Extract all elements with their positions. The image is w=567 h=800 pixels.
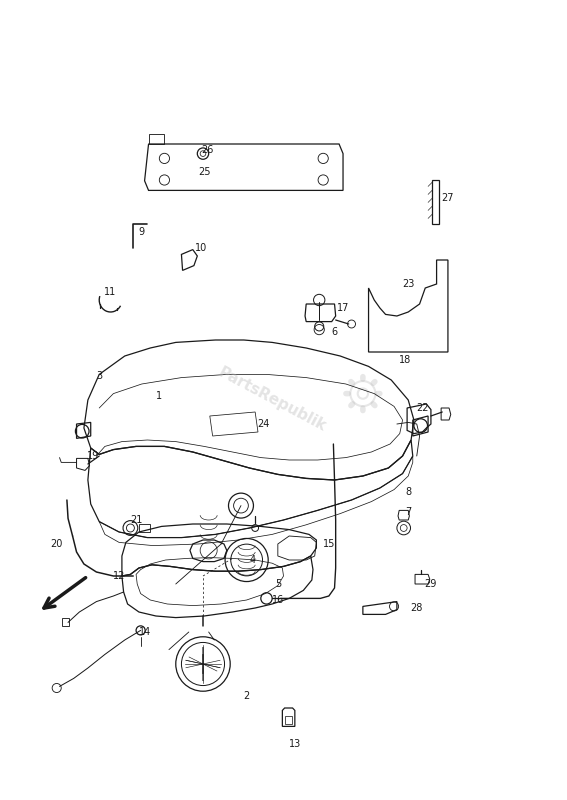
Text: 2: 2: [243, 691, 250, 701]
Text: 7: 7: [405, 507, 412, 517]
Text: 17: 17: [337, 303, 349, 313]
Text: 26: 26: [201, 146, 213, 155]
Text: 15: 15: [323, 539, 335, 549]
FancyArrowPatch shape: [351, 404, 353, 406]
Text: 11: 11: [104, 287, 117, 297]
Text: 29: 29: [425, 579, 437, 589]
Text: PartsRepublik: PartsRepublik: [215, 365, 329, 435]
Text: 13: 13: [289, 739, 301, 749]
Text: 25: 25: [198, 167, 210, 177]
FancyArrowPatch shape: [351, 382, 353, 383]
Text: 3: 3: [96, 371, 102, 381]
Text: 1: 1: [156, 391, 162, 401]
Text: 9: 9: [139, 227, 145, 237]
Text: 8: 8: [405, 487, 411, 497]
Text: 12: 12: [113, 571, 125, 581]
Text: 22: 22: [416, 403, 429, 413]
FancyArrowPatch shape: [373, 404, 375, 406]
Text: 27: 27: [442, 194, 454, 203]
Text: 10: 10: [195, 243, 208, 253]
Text: 14: 14: [138, 627, 151, 637]
Text: 16: 16: [272, 595, 284, 605]
Text: 24: 24: [257, 419, 270, 429]
Text: 21: 21: [130, 515, 142, 525]
Text: 4: 4: [249, 555, 255, 565]
Text: 6: 6: [332, 327, 337, 337]
Text: 28: 28: [411, 603, 423, 613]
Text: 23: 23: [402, 279, 414, 289]
Text: 19: 19: [87, 451, 100, 461]
Text: 18: 18: [399, 355, 412, 365]
Text: 5: 5: [274, 579, 281, 589]
Text: 20: 20: [50, 539, 63, 549]
FancyArrowPatch shape: [373, 382, 375, 383]
